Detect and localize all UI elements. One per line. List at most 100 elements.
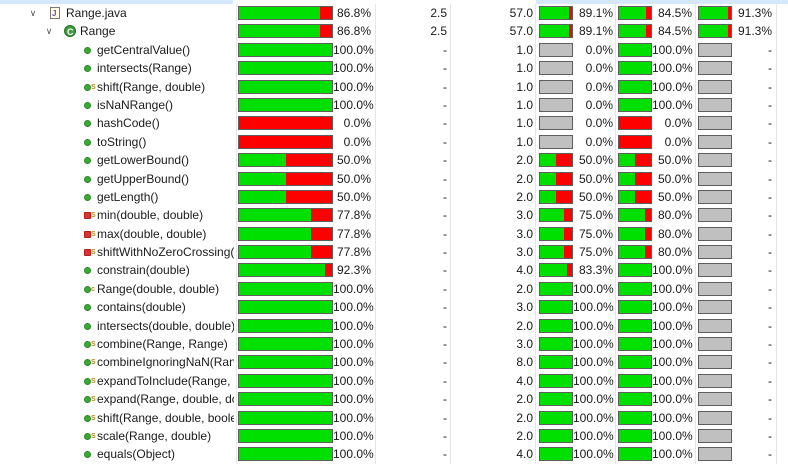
- name-cell: toString(): [0, 133, 234, 151]
- column-divider: [695, 298, 696, 317]
- complexity-value: -: [443, 428, 447, 443]
- element-name: expandToInclude(Range, c: [97, 373, 234, 388]
- covered-fill: [619, 393, 651, 406]
- name-cell: c Range(double, double): [0, 280, 234, 298]
- covered-fill: [619, 190, 635, 203]
- tree-row-method[interactable]: contains(double) 100.0% - 3.0 100.0% 100.0% -: [0, 298, 788, 317]
- coverage-percent: 92.3%: [336, 263, 371, 278]
- tree-row-method[interactable]: getUpperBound() 50.0% - 2.0 50.0% 50.0% -: [0, 169, 788, 188]
- tree-row-method[interactable]: toString() 0.0% - 1.0 0.0% 0.0% -: [0, 132, 788, 152]
- metric3-bar: [698, 61, 732, 76]
- public-method-icon: [84, 138, 91, 146]
- column-divider: [450, 114, 451, 133]
- covered-fill: [540, 448, 572, 461]
- column-divider: [375, 187, 376, 207]
- expand-chevron-icon[interactable]: ∨: [29, 8, 37, 18]
- tree-row-method[interactable]: isNaNRange() 100.0% - 1.0 0.0% 100.0% -: [0, 95, 788, 115]
- element-name: getCentralValue(): [97, 42, 191, 57]
- tree-row-method[interactable]: getLength() 50.0% - 2.0 50.0% 50.0% -: [0, 187, 788, 207]
- column-divider: [615, 40, 616, 60]
- column-divider: [695, 353, 696, 372]
- public-method-icon: [84, 175, 91, 183]
- covered-fill: [699, 25, 729, 38]
- metric2-bar: [618, 355, 652, 370]
- tree-row-file[interactable]: ∨ Range.java 86.8% 2.5 57.0 89.1% 84.5% 91.3%: [0, 4, 788, 23]
- public-method-icon: S: [84, 414, 96, 422]
- column-divider: [776, 59, 777, 78]
- coverage-percent: 100.0%: [333, 337, 374, 352]
- tree-row-class[interactable]: ∨ Range 86.8% 2.5 57.0 89.1% 84.5% 91.3%: [0, 22, 788, 41]
- column-divider: [236, 95, 237, 115]
- column-divider: [535, 187, 536, 207]
- previous-row-selection-strip: [0, 0, 788, 4]
- tree-row-method[interactable]: constrain(double) 92.3% - 4.0 83.3% 100.0% -: [0, 261, 788, 280]
- column-divider: [535, 114, 536, 133]
- column-divider: [615, 261, 616, 280]
- metric2-bar: [618, 337, 652, 352]
- column-divider: [375, 40, 376, 60]
- metric3-percent: -: [768, 373, 772, 388]
- metric2-percent: 84.5%: [657, 6, 692, 20]
- column-divider: [695, 371, 696, 391]
- tree-row-method[interactable]: intersects(Range) 100.0% - 1.0 0.0% 100.0% -: [0, 59, 788, 78]
- metric1-bar: [539, 226, 573, 241]
- metric3-percent: -: [768, 318, 772, 333]
- covered-fill: [619, 154, 635, 167]
- column-divider: [375, 261, 376, 280]
- column-divider: [375, 371, 376, 391]
- metric1-percent: 100.0%: [573, 392, 614, 407]
- metric1-percent: 0.0%: [585, 134, 613, 149]
- column-divider: [695, 95, 696, 115]
- metric2-percent: 100.0%: [652, 281, 693, 296]
- coverage-bar: [238, 134, 333, 149]
- column-divider: [776, 298, 777, 317]
- column-divider: [615, 426, 616, 446]
- covered-fill: [239, 356, 332, 369]
- metric2-percent: 100.0%: [652, 428, 693, 443]
- metric2-percent: 100.0%: [652, 392, 693, 407]
- column-divider: [535, 445, 536, 464]
- complexity-value: 2.5: [430, 6, 447, 20]
- column-divider: [375, 4, 376, 23]
- tree-row-method[interactable]: intersects(double, double) 100.0% - 2.0 100.…: [0, 316, 788, 336]
- coverage-percent: 50.0%: [336, 189, 371, 204]
- metric1-bar: [539, 318, 573, 333]
- metric1-percent: 83.3%: [578, 263, 613, 278]
- coverage-tree-table[interactable]: ∨ Range.java 86.8% 2.5 57.0 89.1% 84.5% 91.3% ∨ R…: [0, 4, 788, 464]
- element-name: min(double, double): [97, 208, 204, 223]
- metric3-bar: [698, 410, 732, 425]
- expand-chevron-icon[interactable]: ∨: [45, 26, 53, 37]
- column-divider: [615, 353, 616, 372]
- metric3-percent: -: [768, 392, 772, 407]
- covered-fill: [540, 172, 556, 185]
- tree-row-method[interactable]: c Range(double, double) 100.0% - 2.0 100.0% 10…: [0, 279, 788, 299]
- column-divider: [375, 114, 376, 133]
- tree-row-method[interactable]: getLowerBound() 50.0% - 2.0 50.0% 50.0% -: [0, 151, 788, 170]
- covered-fill: [619, 411, 651, 424]
- column-divider: [450, 169, 451, 188]
- modifier-badge: S: [91, 249, 96, 257]
- tree-row-method[interactable]: getCentralValue() 100.0% - 1.0 0.0% 100.0% -: [0, 40, 788, 60]
- metric2-bar: [618, 116, 652, 131]
- column-divider: [236, 316, 237, 336]
- tree-row-method[interactable]: hashCode() 0.0% - 1.0 0.0% 0.0% -: [0, 114, 788, 133]
- covered-fill: [619, 338, 651, 351]
- tree-row-method[interactable]: equals(Object) 100.0% - 4.0 100.0% 100.0% -: [0, 445, 788, 464]
- private-method-icon: S: [84, 249, 96, 257]
- column-divider: [535, 77, 536, 96]
- metric3-percent: -: [768, 226, 772, 241]
- column-divider: [695, 77, 696, 96]
- covered-fill: [239, 25, 320, 38]
- column-divider: [615, 243, 616, 262]
